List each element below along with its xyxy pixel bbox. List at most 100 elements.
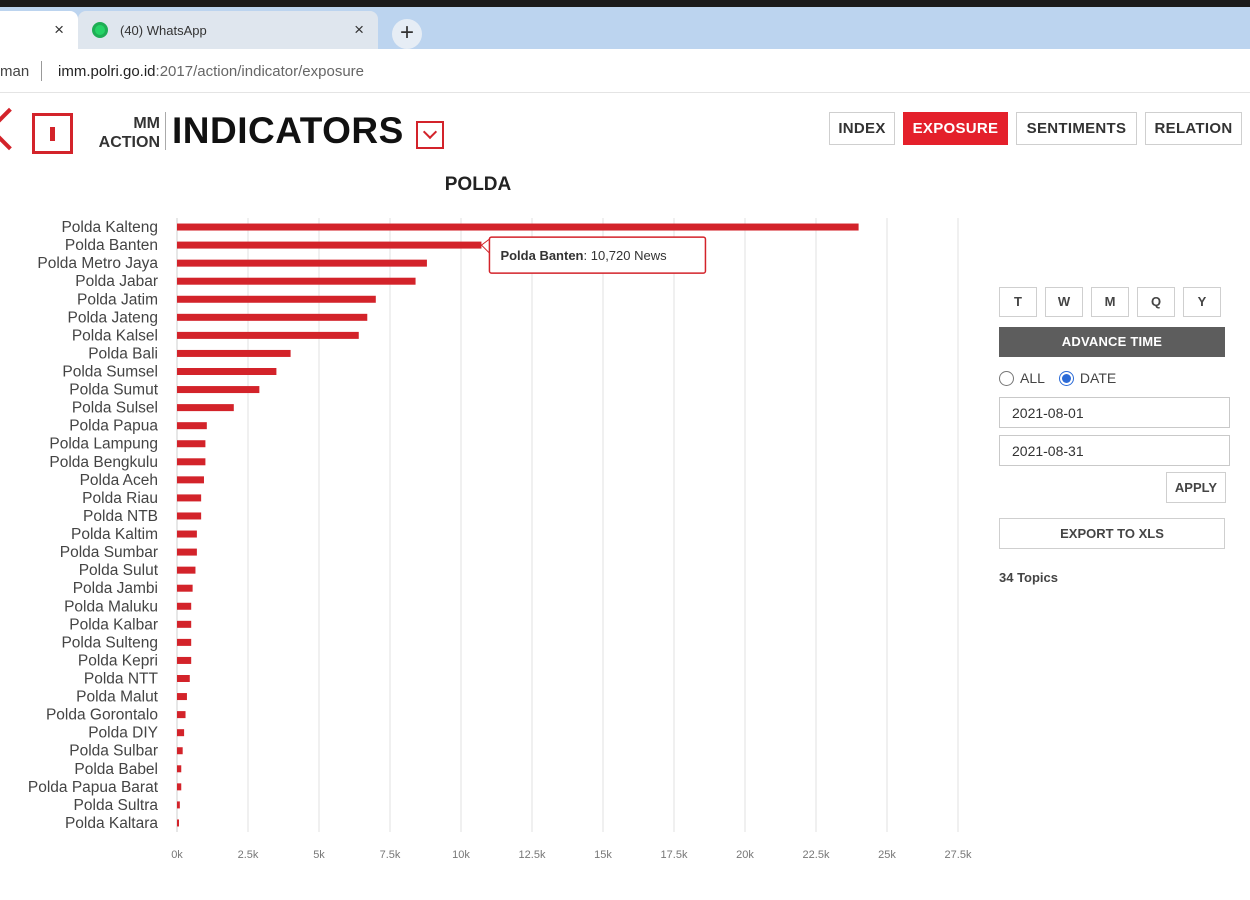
tooltip-pointer bbox=[480, 238, 490, 255]
bar bbox=[177, 729, 185, 737]
bar bbox=[177, 331, 359, 339]
range-button-t[interactable]: T bbox=[999, 287, 1037, 317]
chevron-down-icon[interactable] bbox=[416, 121, 444, 149]
bar bbox=[177, 656, 192, 664]
bar bbox=[177, 566, 196, 574]
x-tick-label: 12.5k bbox=[519, 849, 546, 861]
y-category-label: Polda Sumut bbox=[69, 382, 158, 399]
y-category-label: Polda Sulut bbox=[79, 562, 159, 579]
browser-tab-whatsapp[interactable]: (40) WhatsApp × bbox=[78, 11, 378, 49]
y-category-label: Polda Sulsel bbox=[72, 400, 158, 417]
radio-date[interactable] bbox=[1058, 370, 1074, 386]
y-category-label: Polda Malut bbox=[76, 689, 159, 706]
tooltip-category: Polda Banten bbox=[500, 248, 583, 263]
x-tick-label: 25k bbox=[878, 849, 896, 861]
y-category-label: Polda Kaltim bbox=[71, 526, 158, 543]
start-date-input[interactable] bbox=[999, 397, 1230, 428]
x-tick-label: 10k bbox=[452, 849, 470, 861]
bar bbox=[177, 584, 193, 592]
bar bbox=[177, 783, 182, 791]
url-text[interactable]: imm.polri.go.id:2017/action/indicator/ex… bbox=[58, 63, 364, 80]
address-bar[interactable]: man imm.polri.go.id:2017/action/indicato… bbox=[0, 49, 1250, 93]
export-xls-button[interactable]: EXPORT TO XLS bbox=[999, 518, 1225, 549]
bar bbox=[177, 386, 260, 394]
bar bbox=[177, 530, 197, 538]
x-tick-label: 15k bbox=[594, 849, 612, 861]
bar bbox=[177, 277, 416, 285]
y-category-label: Polda Sumbar bbox=[60, 544, 158, 561]
bar bbox=[177, 747, 183, 755]
end-date-input[interactable] bbox=[999, 435, 1230, 466]
bar bbox=[177, 819, 179, 827]
bar bbox=[177, 602, 192, 610]
radio-all-label: ALL bbox=[1020, 370, 1045, 386]
close-icon[interactable]: × bbox=[54, 20, 64, 39]
bar bbox=[177, 313, 368, 321]
site-info[interactable]: man bbox=[0, 63, 30, 80]
exposure-bar-chart: 0k 2.5k 5k 7.5k 10k 12.5k 15k 17.5k 20k 22.5k 25k 2… bbox=[28, 218, 972, 861]
topics-count: 34 Topics bbox=[999, 570, 1059, 585]
tab-index[interactable]: INDEX bbox=[829, 112, 895, 145]
brand-divider bbox=[165, 112, 166, 150]
y-category-label: Polda Metro Jaya bbox=[37, 255, 158, 272]
advance-time-button[interactable]: ADVANCE TIME bbox=[999, 327, 1225, 357]
bar bbox=[177, 368, 277, 375]
y-category-label: Polda DIY bbox=[88, 725, 158, 742]
bar bbox=[177, 440, 206, 448]
bar bbox=[177, 259, 427, 267]
y-category-label: Polda Jambi bbox=[73, 580, 158, 597]
bar bbox=[177, 765, 182, 773]
y-category-label: Polda Kalteng bbox=[61, 219, 158, 236]
y-category-label: Polda NTT bbox=[84, 671, 159, 688]
bar bbox=[177, 548, 197, 556]
whatsapp-icon bbox=[92, 22, 108, 38]
range-button-y[interactable]: Y bbox=[1183, 287, 1221, 317]
range-button-w[interactable]: W bbox=[1045, 287, 1083, 317]
y-category-label: Polda Lampung bbox=[49, 436, 158, 453]
bar bbox=[177, 494, 202, 502]
x-tick-label: 27.5k bbox=[945, 849, 972, 861]
tab-relation[interactable]: RELATION bbox=[1145, 112, 1242, 145]
y-category-label: Polda Kaltara bbox=[65, 815, 158, 832]
page-title: INDICATORS bbox=[172, 110, 404, 151]
bar bbox=[177, 512, 202, 520]
logo-icon bbox=[32, 113, 73, 154]
bar bbox=[177, 241, 482, 249]
close-icon[interactable]: × bbox=[354, 20, 364, 39]
bar bbox=[177, 476, 204, 484]
x-tick-label: 17.5k bbox=[661, 849, 688, 861]
browser-tab-current[interactable]: × bbox=[0, 11, 78, 49]
address-separator bbox=[41, 61, 42, 81]
x-tick-label: 20k bbox=[736, 849, 754, 861]
tooltip-value: : 10,720 News bbox=[584, 248, 668, 263]
tab-sentiments[interactable]: SENTIMENTS bbox=[1016, 112, 1137, 145]
apply-button[interactable]: APPLY bbox=[1166, 472, 1226, 503]
tab-exposure[interactable]: EXPOSURE bbox=[903, 112, 1008, 145]
chart-title: POLDA bbox=[444, 174, 512, 195]
bar bbox=[177, 404, 234, 412]
bar bbox=[177, 638, 192, 646]
radio-date-label: DATE bbox=[1079, 370, 1117, 386]
bar bbox=[177, 711, 186, 719]
y-category-label: Polda Maluku bbox=[64, 598, 158, 615]
tab-title: (40) WhatsApp bbox=[120, 22, 207, 38]
bar bbox=[177, 458, 206, 466]
new-tab-button[interactable]: + bbox=[392, 19, 422, 49]
y-category-label: Polda Babel bbox=[74, 761, 158, 778]
tooltip-text: Polda Banten: 10,720 News bbox=[500, 248, 667, 263]
range-button-q[interactable]: Q bbox=[1137, 287, 1175, 317]
range-button-m[interactable]: M bbox=[1091, 287, 1129, 317]
y-category-label: Polda Bali bbox=[88, 345, 158, 362]
bar bbox=[177, 422, 207, 430]
back-icon[interactable] bbox=[0, 107, 31, 151]
y-category-label: Polda NTB bbox=[83, 508, 158, 525]
y-category-label: Polda Riau bbox=[82, 490, 158, 507]
x-tick-label: 2.5k bbox=[238, 849, 259, 861]
y-category-label: Polda Sulbar bbox=[69, 743, 158, 760]
bar bbox=[177, 801, 180, 809]
y-category-label: Polda Aceh bbox=[80, 472, 158, 489]
x-tick-label: 22.5k bbox=[803, 849, 830, 861]
y-category-label: Polda Bengkulu bbox=[49, 454, 158, 471]
radio-all[interactable] bbox=[999, 370, 1014, 386]
y-category-label: Polda Gorontalo bbox=[46, 707, 158, 724]
